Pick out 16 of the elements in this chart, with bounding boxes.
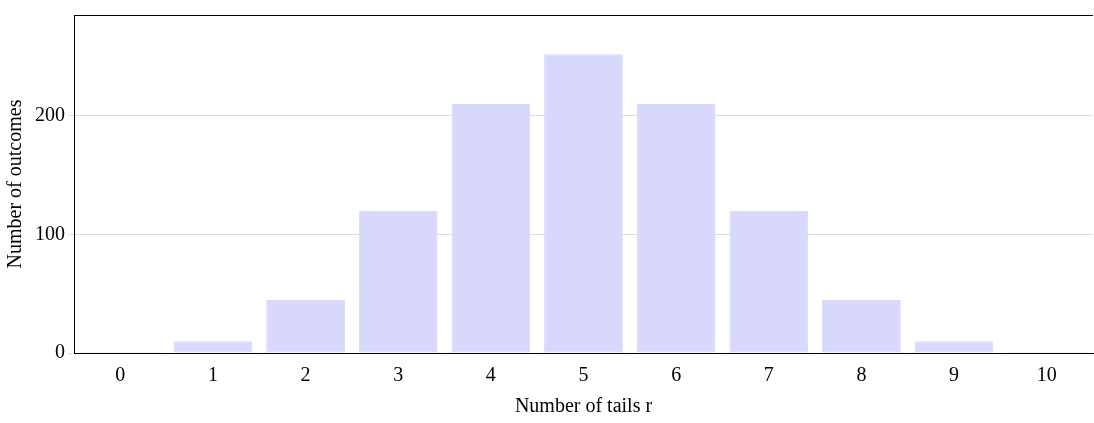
x-tick-label: 10 [1036,363,1057,386]
y-tick-label: 100 [35,221,65,244]
x-tick-label: 8 [856,363,867,386]
x-tick-label: 9 [949,363,960,386]
x-tick-label: 6 [671,363,682,386]
x-tick-label: 5 [578,363,589,386]
x-axis-title: Number of tails r [514,394,653,417]
x-tick-label: 0 [115,363,126,386]
x-tick-label: 2 [300,363,311,386]
y-axis-title: Number of outcomes [3,99,26,269]
x-tick-label: 3 [393,363,404,386]
y-tick-label: 200 [35,103,65,126]
x-tick-label: 7 [763,363,774,386]
x-tick-label: 1 [207,363,218,386]
y-tick-label: 0 [55,340,65,363]
x-tick-label: 4 [485,363,496,386]
